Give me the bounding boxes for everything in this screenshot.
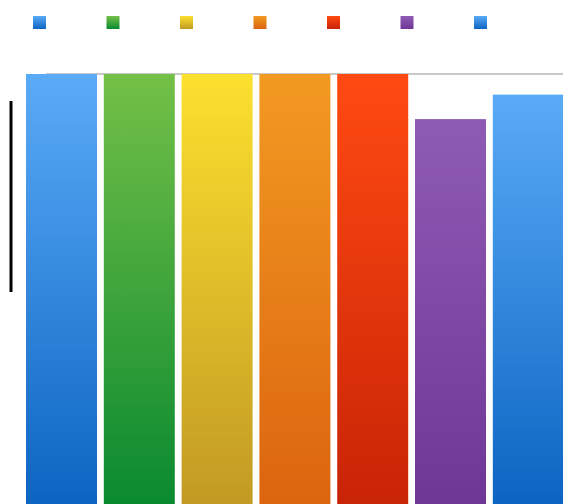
legend-entry-3 bbox=[180, 16, 193, 29]
bar-7 bbox=[492, 94, 563, 504]
legend-entry-6 bbox=[400, 16, 414, 29]
bar-2 bbox=[103, 74, 175, 504]
legend-entry-2 bbox=[106, 16, 120, 29]
bar-6 bbox=[415, 119, 486, 504]
bar-4 bbox=[259, 74, 331, 504]
chart-bars bbox=[26, 74, 563, 504]
legend-swatch-4 bbox=[253, 16, 267, 29]
legend-swatch-5 bbox=[327, 16, 340, 29]
legend-entry-5 bbox=[327, 16, 340, 29]
legend-entry-4 bbox=[253, 16, 267, 29]
legend-swatch-1 bbox=[33, 16, 46, 29]
bar-3 bbox=[181, 74, 253, 504]
legend-swatch-2 bbox=[106, 16, 120, 29]
legend-entry-1 bbox=[33, 16, 46, 29]
legend-entry-7 bbox=[474, 16, 487, 29]
legend-swatch-3 bbox=[180, 16, 193, 29]
legend-swatch-7 bbox=[474, 16, 487, 29]
legend-swatch-6 bbox=[400, 16, 414, 29]
bar-1 bbox=[26, 74, 97, 504]
chart-legend bbox=[33, 16, 487, 29]
bar-5 bbox=[337, 74, 409, 504]
